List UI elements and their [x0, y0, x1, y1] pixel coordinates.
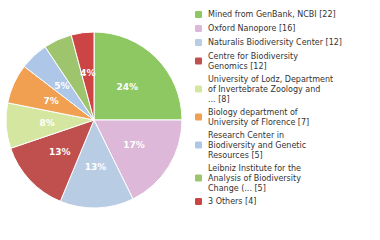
svg-text:Analysis of Biodiversity: Analysis of Biodiversity [208, 174, 301, 183]
svg-text:Genomics [12]: Genomics [12] [208, 62, 267, 71]
svg-text:13%: 13% [49, 147, 71, 157]
svg-text:Resources [5]: Resources [5] [208, 151, 263, 160]
svg-text:Research Center in: Research Center in [208, 131, 284, 140]
svg-text:7%: 7% [44, 96, 59, 106]
svg-text:Change (... [5]: Change (... [5] [208, 184, 266, 193]
svg-text:4%: 4% [80, 68, 95, 78]
svg-text:Naturalis Biodiversity Center: Naturalis Biodiversity Center [12] [208, 38, 342, 47]
svg-text:Centre for Biodiversity: Centre for Biodiversity [208, 52, 298, 61]
svg-text:3 Others [4]: 3 Others [4] [208, 197, 256, 206]
svg-text:24%: 24% [116, 82, 138, 92]
svg-text:5%: 5% [54, 81, 69, 91]
svg-text:... [8]: ... [8] [208, 95, 230, 104]
svg-text:Biology department of: Biology department of [208, 108, 298, 117]
svg-text:University of Lodz, Department: University of Lodz, Department [208, 75, 333, 84]
svg-text:Oxford Nanopore [16]: Oxford Nanopore [16] [208, 24, 295, 33]
svg-text:Mined from GenBank, NCBI [22]: Mined from GenBank, NCBI [22] [208, 10, 336, 19]
svg-text:Biodiversity and Genetic: Biodiversity and Genetic [208, 141, 306, 150]
svg-text:17%: 17% [123, 140, 145, 150]
svg-text:of Invertebrate Zoology and: of Invertebrate Zoology and [208, 85, 320, 94]
svg-text:University of Florence [7]: University of Florence [7] [208, 118, 309, 127]
svg-text:Leibniz Institute for the: Leibniz Institute for the [208, 164, 301, 173]
svg-text:13%: 13% [85, 162, 107, 172]
svg-text:8%: 8% [39, 118, 54, 128]
